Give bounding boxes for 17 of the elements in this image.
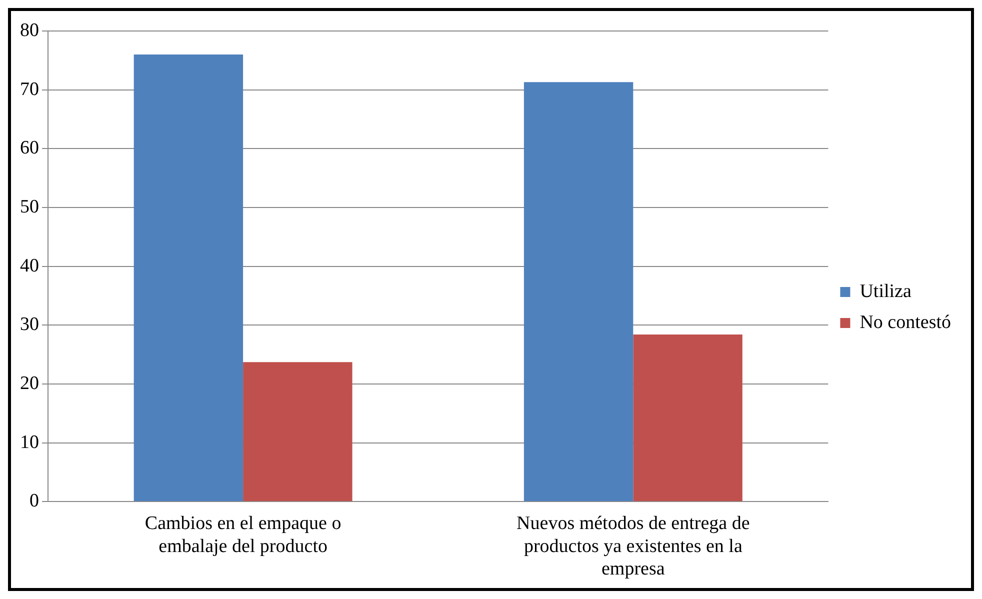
y-tick-label: 80 (20, 20, 39, 41)
y-tick-label: 60 (20, 138, 39, 159)
legend-label: No contestó (860, 312, 952, 333)
y-tick-label: 40 (20, 255, 39, 276)
y-tick-label: 70 (20, 78, 39, 100)
y-tick-label: 30 (20, 314, 39, 336)
y-tick-label: 50 (20, 196, 39, 218)
bar (633, 334, 742, 502)
y-tick-label: 20 (20, 372, 39, 394)
bar (524, 82, 634, 502)
bar (243, 362, 352, 502)
y-tick-label: 10 (20, 432, 39, 453)
x-tick-label: Cambios en el empaque o embalaje del producto (144, 512, 342, 557)
y-tick-label: 0 (30, 490, 39, 512)
x-tick-label: Nuevos métodos de entrega de productos ya existentes en la empresa (516, 512, 750, 580)
bar (134, 54, 244, 502)
legend-label: Utiliza (860, 280, 912, 302)
